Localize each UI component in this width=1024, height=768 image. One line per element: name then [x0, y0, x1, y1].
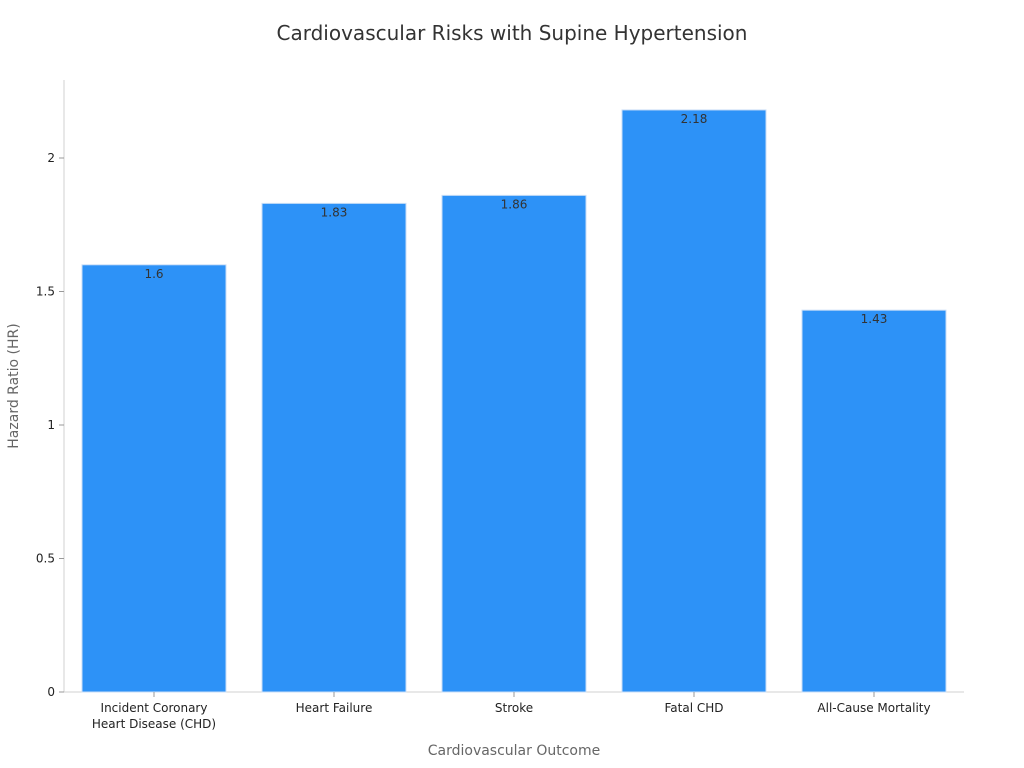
x-tick-label-line: Heart Disease (CHD) [92, 717, 216, 731]
bar [441, 194, 587, 693]
bar [621, 109, 767, 693]
x-tick-label: Heart Failure [296, 701, 373, 715]
bar-value-label: 1.6 [144, 267, 163, 281]
bar-value-label: 1.43 [861, 312, 888, 326]
bar [801, 309, 947, 693]
bars-group [81, 109, 947, 693]
y-tick-label: 0.5 [36, 552, 55, 566]
x-tick-label-line: Incident Coronary [101, 701, 208, 715]
x-tick-label-line: Fatal CHD [664, 701, 723, 715]
x-tick-label: All-Cause Mortality [817, 701, 930, 715]
bar [261, 202, 407, 693]
y-tick-label: 1 [47, 418, 55, 432]
x-tick-label-line: Heart Failure [296, 701, 373, 715]
x-axis-title: Cardiovascular Outcome [428, 743, 601, 759]
bar-value-label: 1.83 [321, 205, 348, 219]
bar-value-labels: 1.6 1.83 1.86 2.18 1.43 [144, 112, 887, 326]
chart-title: Cardiovascular Risks with Supine Hyperte… [277, 21, 748, 45]
y-tick-label: 1.5 [36, 285, 55, 299]
x-tick-label-line: Stroke [495, 701, 533, 715]
x-tick-label: Fatal CHD [664, 701, 723, 715]
y-axis-title: Hazard Ratio (HR) [6, 323, 22, 448]
y-axis-ticks: 0 0.5 1 1.5 2 [36, 151, 64, 699]
bar-value-label: 2.18 [681, 112, 708, 126]
x-tick-label: Stroke [495, 701, 533, 715]
x-axis-ticks: Incident Coronary Heart Disease (CHD) Hear… [92, 692, 931, 731]
bar-value-label: 1.86 [501, 197, 528, 211]
x-tick-label: Incident Coronary Heart Disease (CHD) [92, 701, 216, 731]
y-tick-label: 0 [47, 685, 55, 699]
bar [81, 264, 227, 693]
y-tick-label: 2 [47, 151, 55, 165]
x-tick-label-line: All-Cause Mortality [817, 701, 930, 715]
